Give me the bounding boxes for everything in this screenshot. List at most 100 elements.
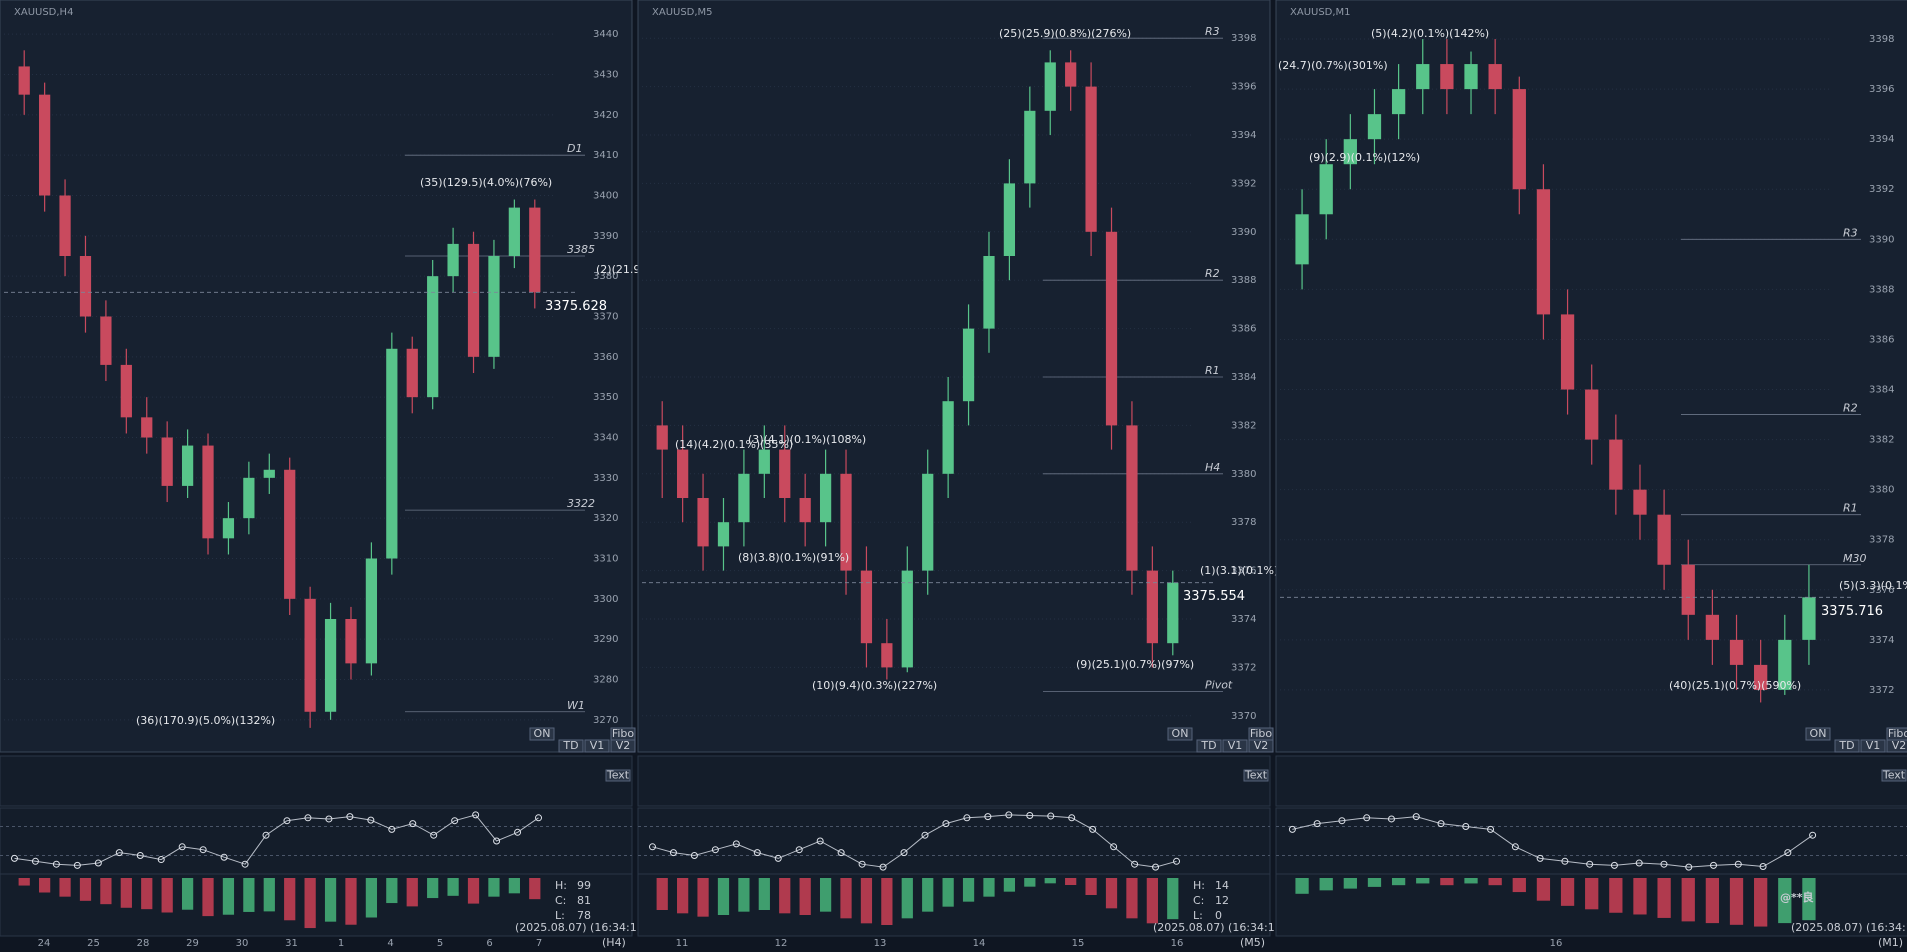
button-label[interactable]: ON [534, 727, 551, 740]
swing-annotation: (36)(170.9)(5.0%)(132%) [136, 714, 275, 727]
stat-value: 12 [1215, 894, 1229, 907]
candle-body [467, 243, 480, 357]
y-tick-label: 3310 [593, 554, 618, 565]
histogram-bar [799, 878, 811, 915]
x-tick-label: 11 [676, 938, 689, 949]
oscillator-point [199, 846, 207, 854]
button-label[interactable]: ON [1810, 727, 1827, 740]
candle-body [799, 498, 811, 523]
candle-body [1633, 489, 1647, 515]
histogram-bar [1085, 878, 1097, 895]
label-row [637, 755, 1271, 807]
button-label[interactable]: V2 [1254, 739, 1269, 752]
histogram-bar [1343, 878, 1357, 889]
button-label[interactable]: V1 [1866, 739, 1881, 752]
button-label[interactable]: TD [1838, 739, 1854, 752]
button-label[interactable]: TD [1200, 739, 1216, 752]
candle-body [758, 449, 770, 474]
candle-body [881, 643, 893, 668]
candle-body [447, 243, 459, 277]
oscillator-line [652, 814, 1177, 868]
histogram-bar [427, 878, 439, 899]
timestamp: (2025.08.07) (16:34:15) [1153, 921, 1286, 934]
toolbar-button[interactable] [1167, 727, 1193, 741]
stat-label: H: [1193, 879, 1205, 892]
oscillator-point [1685, 863, 1693, 871]
histogram-bar [1044, 878, 1056, 884]
button-label[interactable]: Fibo [612, 727, 635, 740]
toolbar-button[interactable] [1860, 739, 1886, 753]
candle-body [983, 256, 995, 329]
oscillator-point [10, 854, 18, 862]
oscillator-point [858, 860, 866, 868]
candle-body [1085, 86, 1097, 232]
button-label[interactable]: V2 [1892, 739, 1907, 752]
toolbar-button[interactable] [1196, 739, 1222, 753]
oscillator-point [711, 846, 719, 854]
oscillator-point [304, 814, 312, 822]
oscillator-point [942, 820, 950, 828]
oscillator-pane [637, 807, 1271, 875]
candle-body [529, 207, 541, 293]
toolbar-button[interactable] [529, 727, 555, 741]
candle-body [1705, 614, 1720, 640]
histogram-bar [922, 878, 934, 912]
swing-annotation: (24.7)(0.7%)(301%) [1278, 59, 1388, 72]
swing-annotation: (35)(129.5)(4.0%)(76%) [420, 176, 552, 189]
y-tick-label: 3380 [593, 271, 618, 282]
button-label[interactable]: V1 [1228, 739, 1243, 752]
histogram-bar [758, 878, 770, 910]
histogram-bar [467, 878, 480, 904]
candle-body [365, 558, 378, 664]
candle-body [1536, 189, 1551, 315]
swing-annotation: (9)(2.9)(0.1%)(12%) [1309, 151, 1420, 164]
oscillator-point [346, 813, 354, 821]
candle-body [1044, 62, 1056, 111]
y-tick-label: 3386 [1869, 334, 1894, 345]
x-tick-label: 1 [338, 938, 344, 949]
button-label[interactable]: Text [606, 769, 630, 782]
candle-body [406, 348, 418, 398]
toolbar-button[interactable] [1248, 727, 1274, 741]
histogram-bar [406, 878, 418, 907]
oscillator-point [1437, 820, 1445, 828]
histogram-bar [1003, 878, 1016, 892]
histogram-bar [284, 878, 296, 921]
oscillator-point [1089, 825, 1097, 833]
candle-body [697, 498, 709, 547]
x-tick-label: 29 [186, 938, 199, 949]
text-button[interactable] [605, 769, 631, 782]
histogram-bar [1024, 878, 1036, 887]
toolbar-button[interactable] [1222, 739, 1248, 753]
swing-annotation: (1)(3.1)(0.1%) [1200, 564, 1278, 577]
toolbar-button[interactable] [1834, 739, 1860, 753]
button-label[interactable]: Fibo [1250, 727, 1273, 740]
histogram-bar [1367, 878, 1382, 887]
y-tick-label: 3420 [593, 110, 618, 121]
toolbar-button[interactable] [584, 739, 610, 753]
toolbar-button[interactable] [1886, 727, 1907, 741]
button-label[interactable]: ON [1172, 727, 1189, 740]
button-label[interactable]: Text [1244, 769, 1268, 782]
y-tick-label: 3376 [1231, 566, 1256, 577]
toolbar-button[interactable] [1805, 727, 1831, 741]
toolbar-button[interactable] [610, 727, 636, 741]
toolbar-button[interactable] [558, 739, 584, 753]
oscillator-point [535, 814, 543, 822]
button-label[interactable]: V2 [616, 739, 631, 752]
y-tick-label: 3392 [1231, 178, 1256, 189]
stat-label: L: [1193, 909, 1203, 922]
y-tick-label: 3374 [1231, 614, 1256, 625]
swing-annotation: (14)(4.2)(0.1%)(35%) [675, 438, 793, 451]
y-tick-label: 3330 [593, 473, 618, 484]
candle-body [1560, 314, 1575, 390]
text-button[interactable] [1881, 769, 1907, 782]
text-button[interactable] [1243, 769, 1269, 782]
candle-body [1319, 164, 1333, 215]
y-tick-label: 3398 [1231, 33, 1256, 44]
y-tick-label: 3394 [1869, 134, 1894, 145]
button-label[interactable]: Text [1882, 769, 1906, 782]
button-label[interactable]: V1 [590, 739, 605, 752]
button-label[interactable]: TD [562, 739, 578, 752]
button-label[interactable]: Fibo [1888, 727, 1907, 740]
